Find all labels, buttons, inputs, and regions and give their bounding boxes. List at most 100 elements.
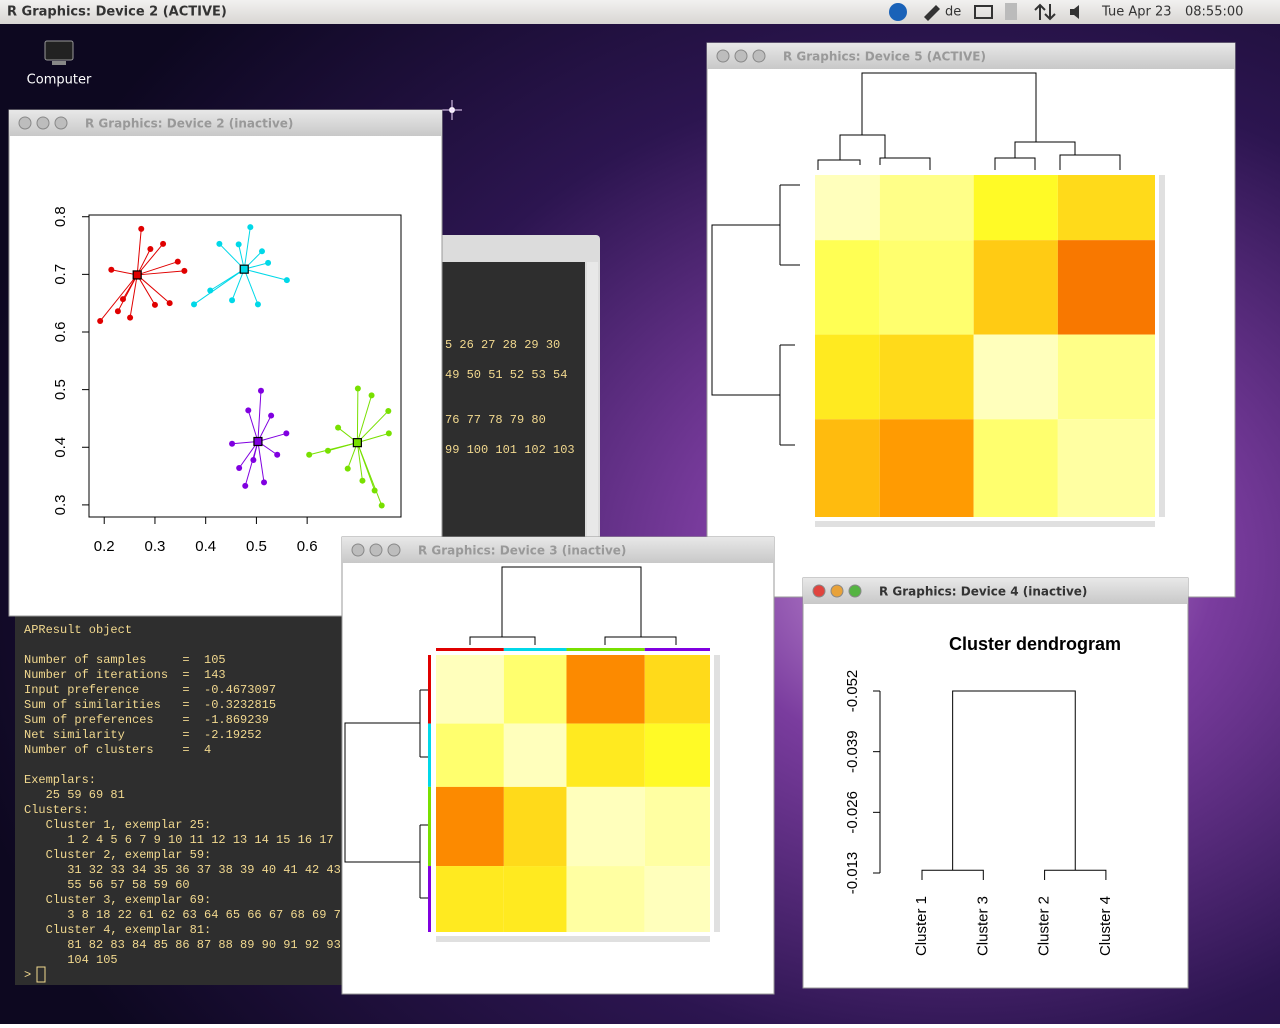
link — [244, 268, 287, 281]
x-tick-label: 0.4 — [195, 538, 216, 555]
window-button[interactable] — [734, 49, 748, 63]
terminal-line: Cluster 3, exemplar 69: — [46, 893, 212, 907]
window-title: R Graphics: Device 2 (inactive) — [85, 117, 293, 131]
point — [265, 259, 272, 266]
hp-icon[interactable] — [889, 3, 907, 21]
terminal-line: 3 8 18 22 61 62 63 64 65 66 67 68 69 70 — [67, 908, 348, 922]
point — [108, 266, 115, 273]
heat-block — [973, 419, 1058, 517]
x-tick-label: 0.2 — [94, 538, 115, 555]
heat-block — [815, 240, 880, 335]
terminal-line: Clusters: — [24, 803, 89, 817]
heat-block — [1057, 240, 1155, 335]
window-button[interactable] — [351, 543, 365, 557]
heat-block — [879, 334, 974, 420]
volume-icon[interactable] — [1070, 5, 1079, 19]
terminal-line: 104 105 — [67, 953, 117, 967]
group-bar — [428, 786, 431, 867]
point — [368, 392, 375, 399]
heat-block — [436, 786, 504, 867]
y-tick-label: -0.013 — [844, 852, 861, 895]
heat-block — [879, 175, 974, 241]
keyboard-icon[interactable] — [924, 5, 940, 21]
computer-icon-stand — [52, 61, 66, 65]
x-tick-label: 0.3 — [145, 538, 166, 555]
link — [136, 243, 164, 276]
device3-window[interactable]: R Graphics: Device 3 (inactive) — [341, 536, 775, 995]
mail-icon[interactable] — [974, 5, 993, 19]
labels — [436, 936, 710, 942]
link — [231, 268, 245, 301]
point — [385, 407, 392, 414]
group-bar — [428, 866, 431, 932]
point — [245, 407, 252, 414]
terminal-line: Sum of similarities = -0.3232815 — [24, 698, 276, 712]
heat-block — [644, 655, 710, 724]
cluster-tree — [344, 689, 428, 899]
y-tick-label: 0.6 — [52, 322, 69, 343]
y-tick-label: -0.039 — [844, 730, 861, 773]
terminal-line: 81 82 83 84 85 86 87 88 89 90 91 92 93 9 — [67, 938, 355, 952]
computer-icon[interactable] — [44, 40, 74, 61]
window-button[interactable] — [54, 116, 68, 130]
point — [274, 451, 281, 458]
heat-block — [815, 419, 880, 517]
group-bar — [428, 723, 431, 787]
labels — [815, 521, 1155, 527]
heat-block — [1057, 419, 1155, 517]
heat-block — [566, 866, 645, 932]
window-button[interactable] — [716, 49, 730, 63]
window-frame — [8, 109, 443, 617]
window-title: R Graphics: Device 3 (inactive) — [418, 544, 626, 558]
heat-block — [1057, 175, 1155, 241]
labels — [1159, 175, 1165, 517]
clock[interactable]: 08:55:00 — [1185, 5, 1243, 20]
cluster-tree — [469, 566, 677, 645]
window-button[interactable] — [830, 584, 844, 598]
point — [306, 451, 313, 458]
network-icon[interactable] — [1034, 3, 1056, 21]
clipboard-icon[interactable] — [1005, 3, 1017, 20]
device2-window[interactable]: R Graphics: Device 2 (inactive) 0.2 0.3 0.4… — [8, 109, 443, 617]
window-button[interactable] — [848, 584, 862, 598]
leaf-label: Cluster 2 — [1036, 896, 1053, 956]
window-button[interactable] — [18, 116, 32, 130]
link — [357, 432, 389, 444]
window-button[interactable] — [369, 543, 383, 557]
device4-window[interactable]: R Graphics: Device 4 (inactive) Cluster d… — [802, 577, 1189, 989]
point — [174, 258, 181, 265]
device5-window[interactable]: R Graphics: Device 5 (ACTIVE) — [706, 42, 1236, 598]
window-button[interactable] — [812, 584, 826, 598]
y-tick-label: 0.3 — [52, 494, 69, 515]
terminal-line: 5 26 27 28 29 30 — [445, 338, 560, 352]
prompt: > — [24, 968, 31, 982]
date[interactable]: Tue Apr 23 — [1101, 5, 1172, 20]
title-bar — [342, 537, 774, 563]
group-bar — [436, 648, 504, 651]
window-title: R Graphics: Device 5 (ACTIVE) — [783, 50, 986, 64]
point — [216, 240, 223, 247]
window-button[interactable] — [387, 543, 401, 557]
y-tick-label: 0.5 — [52, 379, 69, 400]
icon-label[interactable]: Computer — [27, 73, 92, 88]
link — [136, 274, 156, 306]
terminal-line: Cluster 4, exemplar 81: — [46, 923, 212, 937]
link — [247, 410, 259, 442]
window-button[interactable] — [752, 49, 766, 63]
exemplar — [352, 438, 362, 448]
heat-block — [815, 334, 880, 420]
point — [335, 424, 342, 431]
heat-block — [503, 655, 567, 724]
title-bar — [9, 110, 442, 136]
heat-block — [879, 240, 974, 335]
window-button[interactable] — [36, 116, 50, 130]
point — [261, 479, 268, 486]
keyboard-layout[interactable]: de — [945, 5, 961, 20]
link — [356, 442, 363, 481]
point — [385, 430, 392, 437]
point — [160, 240, 167, 247]
link — [193, 268, 245, 305]
point — [166, 300, 173, 307]
point — [324, 447, 331, 454]
